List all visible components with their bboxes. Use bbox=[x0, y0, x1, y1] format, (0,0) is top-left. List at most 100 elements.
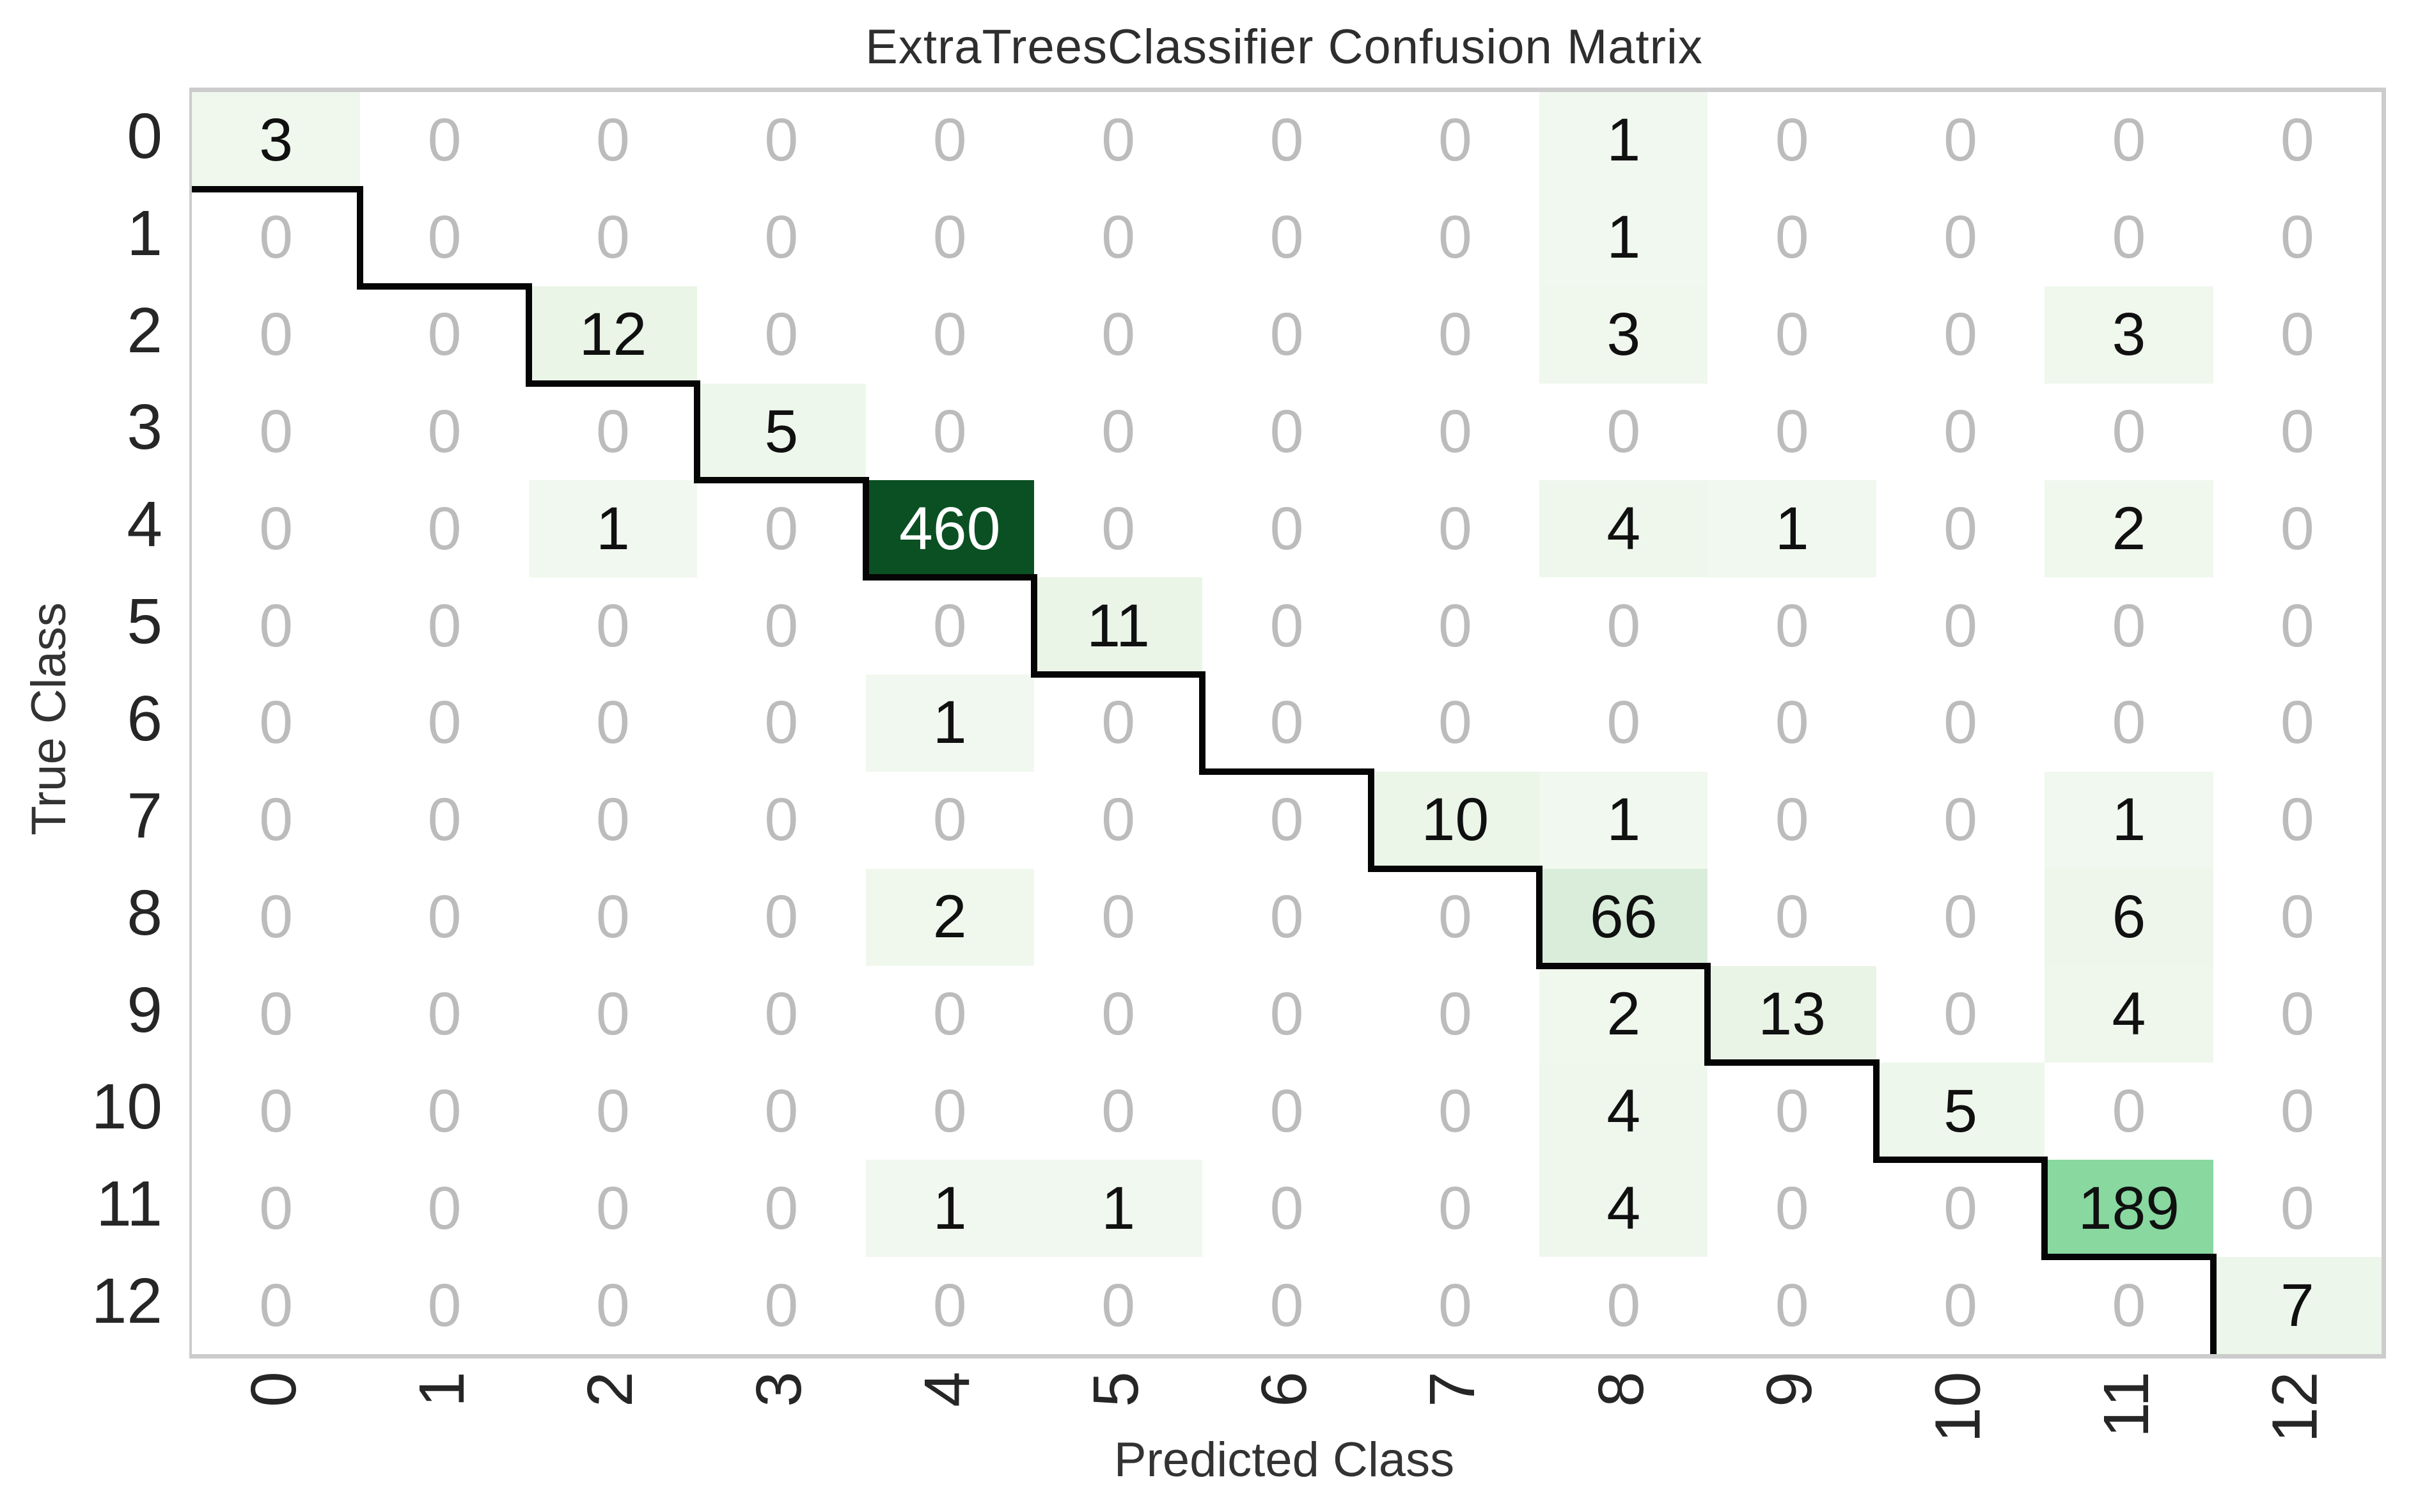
diagonal-step-line-horizontal bbox=[1199, 768, 1374, 775]
cell-value: 2 bbox=[932, 883, 967, 951]
matrix-cell: 0 bbox=[1708, 868, 1876, 966]
matrix-cell: 0 bbox=[192, 868, 361, 966]
matrix-cell: 0 bbox=[1876, 1160, 2045, 1258]
cell-value: 0 bbox=[1606, 591, 1641, 660]
cell-value: 0 bbox=[427, 1174, 462, 1242]
cell-value: 5 bbox=[1943, 1077, 1977, 1145]
matrix-cell: 0 bbox=[192, 1063, 361, 1160]
cell-value: 0 bbox=[1438, 1174, 1472, 1242]
matrix-cell: 0 bbox=[2045, 92, 2213, 189]
matrix-cell: 0 bbox=[697, 286, 866, 384]
matrix-cell: 3 bbox=[2045, 286, 2213, 384]
matrix-cell: 0 bbox=[1033, 868, 1203, 966]
cell-value: 0 bbox=[1438, 1077, 1472, 1145]
cell-value: 1 bbox=[596, 494, 630, 563]
cell-value: 0 bbox=[932, 1077, 967, 1145]
cell-value: 0 bbox=[1943, 786, 1977, 854]
matrix-cell: 7 bbox=[2213, 1257, 2382, 1354]
cell-value: 0 bbox=[2280, 203, 2314, 272]
cell-value: 0 bbox=[427, 883, 462, 951]
matrix-cell: 0 bbox=[1876, 480, 2045, 578]
cell-value: 0 bbox=[1943, 397, 1977, 465]
cell-value: 0 bbox=[427, 1271, 462, 1339]
cell-value: 0 bbox=[2280, 689, 2314, 757]
cell-value: 0 bbox=[932, 591, 967, 660]
diagonal-step-line-vertical bbox=[862, 477, 869, 581]
matrix-cell: 4 bbox=[1539, 1160, 1708, 1258]
cell-value: 0 bbox=[596, 883, 630, 951]
matrix-cell: 1 bbox=[528, 480, 698, 578]
cell-value: 0 bbox=[764, 980, 799, 1048]
cell-value: 0 bbox=[427, 203, 462, 272]
matrix-cell: 0 bbox=[360, 92, 529, 189]
cell-value: 0 bbox=[1775, 786, 1809, 854]
cell-value: 0 bbox=[427, 980, 462, 1048]
matrix-cell: 0 bbox=[2213, 771, 2382, 869]
matrix-cell: 10 bbox=[1370, 771, 1540, 869]
cell-value: 0 bbox=[2112, 106, 2146, 175]
matrix-cell: 0 bbox=[1202, 286, 1371, 384]
cell-value: 0 bbox=[2280, 300, 2314, 369]
y-tick-label: 10 bbox=[91, 1071, 162, 1143]
matrix-cell: 0 bbox=[1539, 383, 1708, 481]
matrix-cell: 0 bbox=[865, 189, 1034, 286]
matrix-cell: 0 bbox=[1876, 965, 2045, 1063]
matrix-cell: 0 bbox=[1708, 189, 1876, 286]
diagonal-step-line-vertical bbox=[1030, 574, 1037, 678]
cell-value: 2 bbox=[1606, 980, 1641, 1048]
matrix-cell: 0 bbox=[1876, 577, 2045, 675]
diagonal-step-line-vertical bbox=[1872, 1059, 1880, 1164]
diagonal-step-line-horizontal bbox=[862, 574, 1037, 581]
matrix-cell: 0 bbox=[360, 1063, 529, 1160]
cell-value: 0 bbox=[1943, 1271, 1977, 1339]
matrix-cell: 0 bbox=[1370, 965, 1540, 1063]
matrix-cell: 0 bbox=[1708, 674, 1876, 772]
matrix-cell: 0 bbox=[697, 965, 866, 1063]
cell-value: 0 bbox=[1269, 397, 1304, 465]
cell-value: 0 bbox=[259, 980, 294, 1048]
matrix-cell: 0 bbox=[697, 1257, 866, 1354]
cell-value: 0 bbox=[596, 1174, 630, 1242]
cell-value: 0 bbox=[1943, 883, 1977, 951]
matrix-cell: 0 bbox=[360, 1257, 529, 1354]
x-tick-label: 2 bbox=[574, 1371, 647, 1407]
cell-value: 0 bbox=[1269, 980, 1304, 1048]
diagonal-step-line-vertical bbox=[1704, 962, 1711, 1066]
matrix-cell: 460 bbox=[865, 480, 1034, 578]
matrix-cell: 0 bbox=[192, 286, 361, 384]
cell-value: 0 bbox=[596, 397, 630, 465]
cell-value: 1 bbox=[1775, 494, 1809, 563]
diagonal-step-line-horizontal bbox=[694, 477, 869, 484]
cell-value: 4 bbox=[1606, 1174, 1641, 1242]
matrix-cell: 0 bbox=[2213, 480, 2382, 578]
cell-value: 0 bbox=[1269, 883, 1304, 951]
matrix-cell: 13 bbox=[1708, 965, 1876, 1063]
matrix-cell: 0 bbox=[1033, 674, 1203, 772]
cell-value: 0 bbox=[764, 1174, 799, 1242]
cell-value: 0 bbox=[2280, 1077, 2314, 1145]
y-tick-label: 9 bbox=[127, 974, 162, 1046]
cell-value: 0 bbox=[259, 203, 294, 272]
matrix-cell: 0 bbox=[1708, 1160, 1876, 1258]
matrix-cell: 4 bbox=[1539, 480, 1708, 578]
cell-value: 0 bbox=[1606, 689, 1641, 757]
matrix-cell: 0 bbox=[2213, 1160, 2382, 1258]
cell-value: 7 bbox=[2280, 1271, 2314, 1339]
matrix-cell: 0 bbox=[2213, 868, 2382, 966]
cell-value: 0 bbox=[1438, 883, 1472, 951]
cell-value: 0 bbox=[1775, 203, 1809, 272]
matrix-cell: 0 bbox=[1202, 674, 1371, 772]
matrix-cell: 0 bbox=[1370, 674, 1540, 772]
matrix-cell: 0 bbox=[360, 286, 529, 384]
cell-value: 2 bbox=[2112, 494, 2146, 563]
matrix-cell: 0 bbox=[1370, 480, 1540, 578]
matrix-cell: 0 bbox=[1876, 189, 2045, 286]
cell-value: 0 bbox=[764, 203, 799, 272]
cell-value: 0 bbox=[1943, 300, 1977, 369]
cell-value: 0 bbox=[2112, 397, 2146, 465]
cell-value: 11 bbox=[1087, 591, 1150, 660]
cell-value: 0 bbox=[1269, 1174, 1304, 1242]
matrix-cell: 0 bbox=[1033, 1063, 1203, 1160]
matrix-cell: 0 bbox=[1370, 1063, 1540, 1160]
